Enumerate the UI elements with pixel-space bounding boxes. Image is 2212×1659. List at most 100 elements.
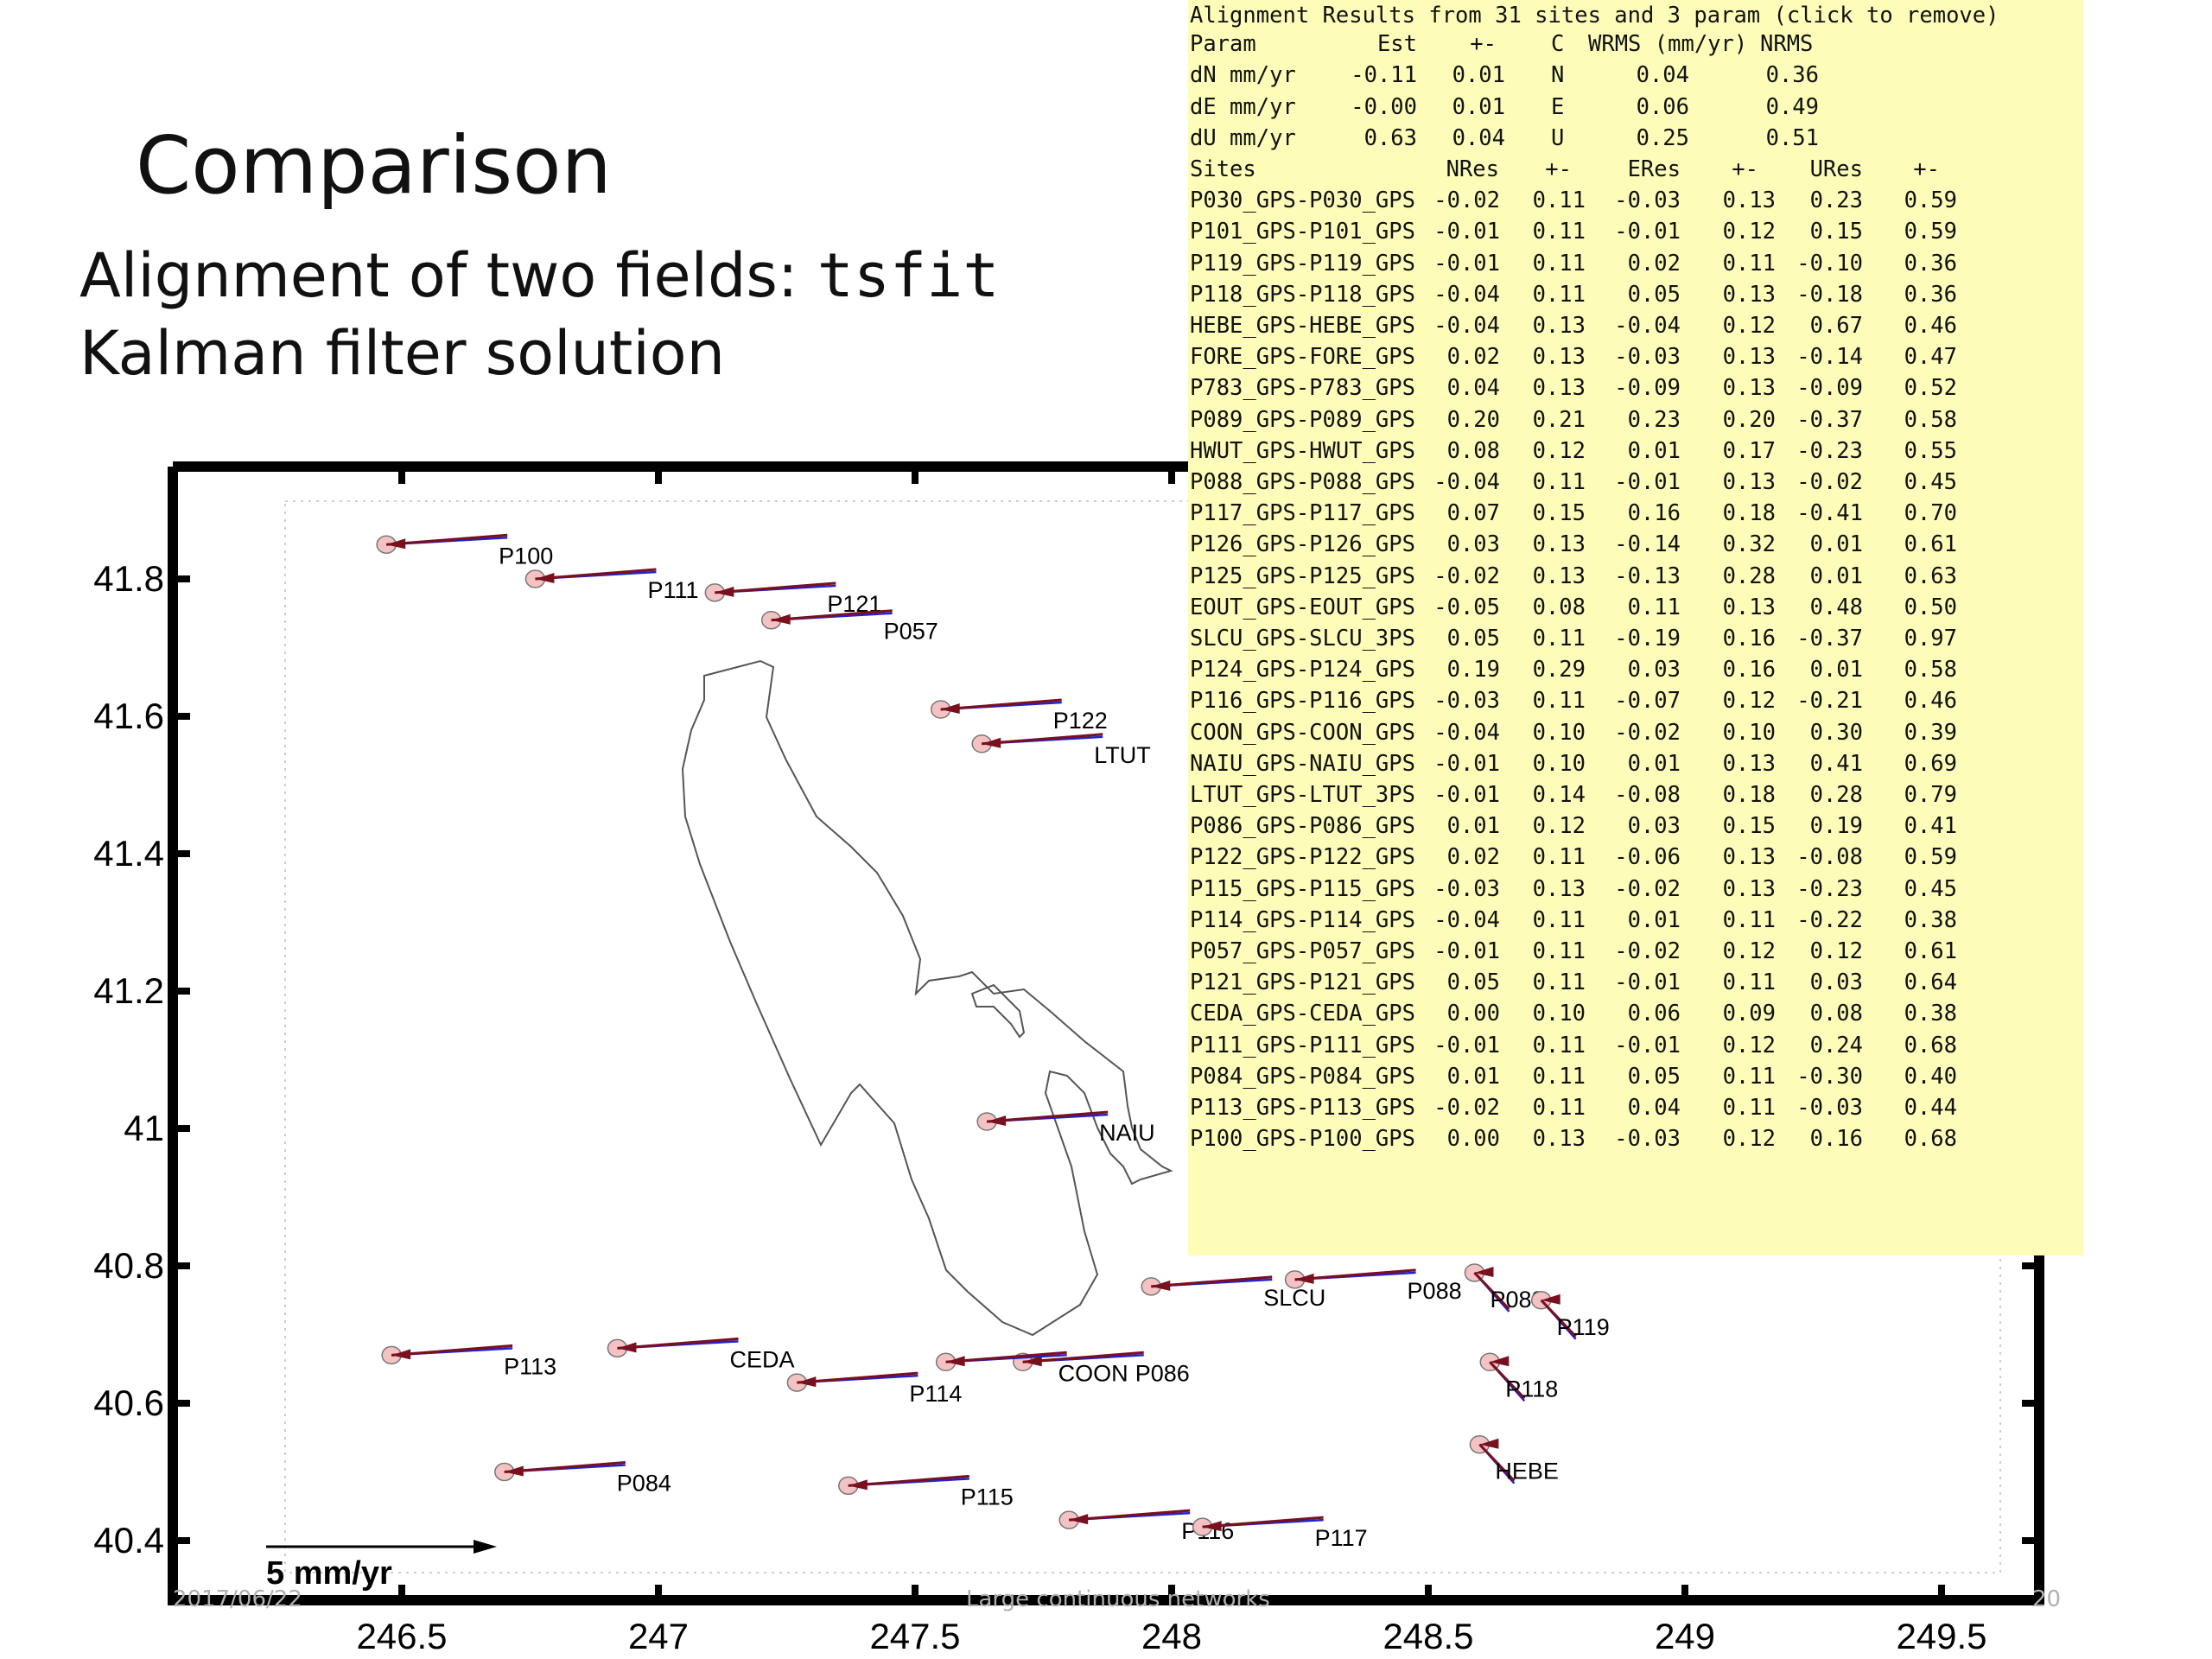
site-value: 0.04: [1446, 375, 1500, 402]
site-value: 0.15: [1722, 813, 1776, 840]
vector-arrowhead: [940, 703, 960, 715]
param-col-header: NRMS: [1760, 31, 1814, 58]
site-value: 0.52: [1904, 375, 1957, 402]
site-col-header: +-: [1732, 156, 1758, 182]
site-label: LTUT: [1094, 742, 1151, 768]
site-value: -0.05: [1433, 594, 1500, 620]
observed-vector: [1294, 1268, 1416, 1281]
site-value: 0.01: [1809, 531, 1863, 558]
site-p113: P113: [381, 1344, 556, 1379]
site-value: 0.05: [1446, 969, 1500, 996]
site-value: 0.13: [1532, 531, 1586, 558]
site-value: 0.69: [1904, 750, 1957, 777]
site-value: -0.02: [1433, 1095, 1500, 1121]
site-value: 0.03: [1627, 813, 1681, 840]
param-est: -0.00: [1351, 93, 1417, 120]
site-value: 0.01: [1627, 750, 1681, 777]
site-value: -0.01: [1614, 469, 1681, 495]
site-value: 0.13: [1722, 188, 1776, 214]
axis-ticks: 246.5 247 247.5 248 248.5 249 249.5 41.8 41.6 41.…: [93, 467, 2039, 1656]
site-label: COON: [1058, 1360, 1128, 1386]
site-value: -0.04: [1433, 313, 1500, 339]
site-value: 0.23: [1627, 406, 1681, 433]
site-name: P100_GPS-P100_GPS: [1190, 1126, 1415, 1153]
site-value: 0.18: [1722, 782, 1776, 808]
site-value: 0.12: [1722, 1126, 1776, 1153]
param-wrms: 0.25: [1636, 124, 1689, 151]
observed-vector: [386, 533, 508, 546]
site-value: 0.11: [1532, 1063, 1586, 1090]
x-tick-label: 248: [1141, 1616, 1202, 1656]
vector-arrowhead: [1479, 1438, 1499, 1449]
site-label: P084: [617, 1471, 671, 1497]
site-value: -0.03: [1433, 875, 1500, 902]
site-value: 0.03: [1627, 657, 1681, 683]
site-label: HEBE: [1495, 1459, 1559, 1484]
site-value: 0.36: [1904, 250, 1957, 276]
site-label: P113: [504, 1353, 556, 1379]
site-value: 0.59: [1904, 844, 1957, 871]
site-value: -0.14: [1614, 531, 1681, 558]
site-value: -0.01: [1433, 1032, 1500, 1058]
site-hebe: HEBE: [1469, 1434, 1559, 1484]
scale-label: 5 mm/yr: [266, 1555, 392, 1592]
site-value: 0.19: [1446, 657, 1500, 683]
site-p086: P086: [1012, 1351, 1190, 1386]
site-label: P115: [961, 1484, 1014, 1510]
site-col-header: +-: [1545, 156, 1572, 182]
param-nrms: 0.49: [1765, 93, 1819, 120]
observed-vector: [535, 568, 657, 581]
vector-arrowhead: [1474, 1266, 1494, 1277]
site-value: -0.02: [1614, 875, 1681, 902]
site-value: 0.12: [1809, 938, 1863, 964]
vector-arrowhead: [504, 1465, 524, 1477]
site-value: 0.40: [1904, 1063, 1957, 1090]
site-value: -0.03: [1614, 188, 1681, 214]
site-value: -0.01: [1433, 750, 1500, 777]
site-value: 0.13: [1722, 844, 1776, 871]
site-ltut: LTUT: [971, 733, 1151, 768]
site-name: CEDA_GPS-CEDA_GPS: [1190, 1001, 1415, 1027]
site-value: 0.02: [1627, 250, 1681, 276]
site-value: 0.21: [1532, 406, 1586, 433]
alignment-results-panel[interactable]: Alignment Results from 31 sites and 3 pa…: [1188, 0, 2083, 1255]
site-value: 0.46: [1904, 313, 1957, 339]
observed-vector: [1151, 1275, 1273, 1288]
site-value: -0.09: [1614, 375, 1681, 402]
site-value: 0.01: [1809, 563, 1863, 589]
vector-arrowhead: [391, 1349, 411, 1360]
x-tick-label: 247: [628, 1616, 689, 1656]
site-value: -0.04: [1614, 313, 1681, 339]
site-value: -0.04: [1433, 469, 1500, 495]
site-label: CEDA: [729, 1346, 794, 1372]
site-value: 0.11: [1532, 626, 1586, 652]
site-value: 0.59: [1904, 219, 1957, 245]
site-p114: P114: [786, 1371, 962, 1407]
subtitle-code: tsfit: [817, 240, 1000, 311]
vector-arrowhead: [1202, 1521, 1222, 1532]
site-value: 0.02: [1446, 344, 1500, 371]
site-value: 0.03: [1446, 531, 1500, 558]
alignment-header[interactable]: Alignment Results from 31 sites and 3 pa…: [1190, 3, 1999, 29]
site-value: -0.37: [1796, 406, 1863, 433]
site-value: 0.01: [1627, 437, 1681, 464]
site-value: -0.22: [1796, 906, 1863, 933]
x-tick-label: 247.5: [869, 1616, 960, 1656]
site-value: 0.41: [1809, 750, 1863, 777]
param-col-header: Param: [1190, 31, 1256, 58]
site-value: 0.14: [1532, 782, 1586, 808]
observed-vector: [1022, 1351, 1144, 1363]
site-value: 0.18: [1722, 500, 1776, 527]
site-value: -0.21: [1796, 688, 1863, 715]
site-p122: P122: [930, 698, 1108, 734]
y-tick-label: 41.2: [93, 970, 164, 1011]
observed-vector: [1540, 1299, 1577, 1338]
site-value: 0.11: [1722, 969, 1776, 996]
site-name: P089_GPS-P089_GPS: [1190, 406, 1415, 433]
vector-arrowhead: [945, 1356, 965, 1367]
site-value: 0.10: [1722, 719, 1776, 746]
site-label: NAIU: [1099, 1120, 1155, 1146]
site-col-header: URes: [1809, 156, 1863, 182]
